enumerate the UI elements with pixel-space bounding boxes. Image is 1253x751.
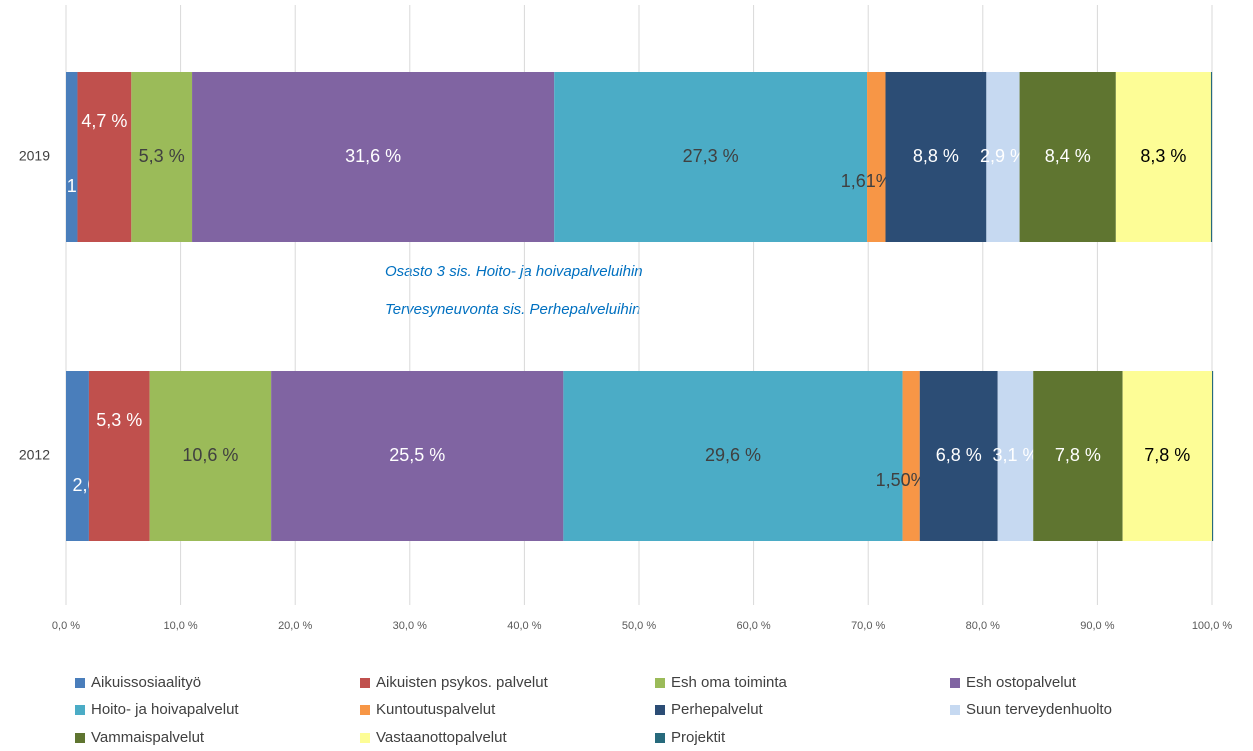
x-tick-label: 80,0 %: [966, 620, 1000, 632]
bar-segment: [66, 371, 89, 541]
data-label: 5,3 %: [139, 146, 185, 166]
bar-segment: [1212, 371, 1214, 541]
y-tick-label: 2019: [19, 148, 50, 164]
bar-segment: [997, 371, 1034, 541]
bar-segment: [1033, 371, 1123, 541]
data-label: 31,6 %: [345, 146, 401, 166]
legend-swatch: [75, 678, 85, 688]
x-tick-label: 100,0 %: [1192, 620, 1233, 632]
bar-segment: [554, 72, 868, 242]
data-label: 25,5 %: [389, 445, 445, 465]
bar-segment: [1122, 371, 1212, 541]
bar-segment: [1019, 72, 1116, 242]
bar-segment: [192, 72, 555, 242]
bar-segment: [66, 72, 78, 242]
x-tick-label: 60,0 %: [736, 620, 770, 632]
data-label: 6,8 %: [936, 445, 982, 465]
legend-label: Hoito- ja hoivapalvelut: [91, 701, 239, 718]
data-label: 4,7 %: [81, 111, 127, 131]
legend-swatch: [655, 678, 665, 688]
data-label: 29,6 %: [705, 445, 761, 465]
bar-segment: [131, 72, 193, 242]
data-label: 5,3 %: [96, 410, 142, 430]
bar-segment: [885, 72, 987, 242]
data-label: 8,4 %: [1045, 146, 1091, 166]
data-label: 8,8 %: [913, 146, 959, 166]
bar-segment: [902, 371, 920, 541]
x-tick-label: 10,0 %: [163, 620, 197, 632]
legend-swatch: [950, 678, 960, 688]
data-label: 7,8 %: [1055, 445, 1101, 465]
legend-label: Projektit: [671, 729, 726, 746]
legend-swatch: [75, 705, 85, 715]
bar-segment: [88, 371, 150, 541]
x-tick-label: 50,0 %: [622, 620, 656, 632]
legend-swatch: [655, 705, 665, 715]
x-tick-label: 0,0 %: [52, 620, 80, 632]
bar-segment: [77, 72, 132, 242]
bar-segment: [867, 72, 886, 242]
legend-label: Vastaanottopalvelut: [376, 729, 507, 746]
legend-label: Aikuisten psykos. palvelut: [376, 674, 549, 691]
legend-label: Aikuissosiaalityö: [91, 674, 201, 691]
bar-segment: [271, 371, 564, 541]
bar-segment: [149, 371, 272, 541]
bar-segment: [986, 72, 1020, 242]
x-tick-label: 40,0 %: [507, 620, 541, 632]
data-label: 2,9 %: [980, 146, 1026, 166]
legend-label: Suun terveydenhuolto: [966, 701, 1112, 718]
legend-label: Esh oma toiminta: [671, 674, 788, 691]
legend-swatch: [360, 733, 370, 743]
data-label: 10,6 %: [182, 445, 238, 465]
data-label: 8,3 %: [1140, 146, 1186, 166]
x-tick-label: 70,0 %: [851, 620, 885, 632]
bar-segment: [1210, 72, 1213, 242]
legend-label: Esh ostopalvelut: [966, 674, 1077, 691]
data-label: 27,3 %: [683, 146, 739, 166]
legend-swatch: [75, 733, 85, 743]
legend-label: Perhepalvelut: [671, 701, 764, 718]
bar-segment: [1115, 72, 1211, 242]
legend-label: Kuntoutuspalvelut: [376, 701, 496, 718]
x-tick-label: 30,0 %: [393, 620, 427, 632]
data-label: 1,61%: [841, 171, 892, 191]
y-tick-label: 2012: [19, 447, 50, 463]
bar-segment: [919, 371, 998, 541]
legend-swatch: [360, 678, 370, 688]
data-label: 1,50%: [876, 470, 927, 490]
annotation: Tervesyneuvonta sis. Perhepalveluihin: [385, 301, 640, 318]
x-tick-label: 90,0 %: [1080, 620, 1114, 632]
legend-swatch: [950, 705, 960, 715]
bar-segment: [563, 371, 903, 541]
data-label: 3,1 %: [992, 445, 1038, 465]
x-tick-label: 20,0 %: [278, 620, 312, 632]
data-label: 7,8 %: [1144, 445, 1190, 465]
legend-swatch: [655, 733, 665, 743]
legend-label: Vammaispalvelut: [91, 729, 205, 746]
annotation: Osasto 3 sis. Hoito- ja hoivapalveluihin: [385, 263, 643, 280]
legend-swatch: [360, 705, 370, 715]
